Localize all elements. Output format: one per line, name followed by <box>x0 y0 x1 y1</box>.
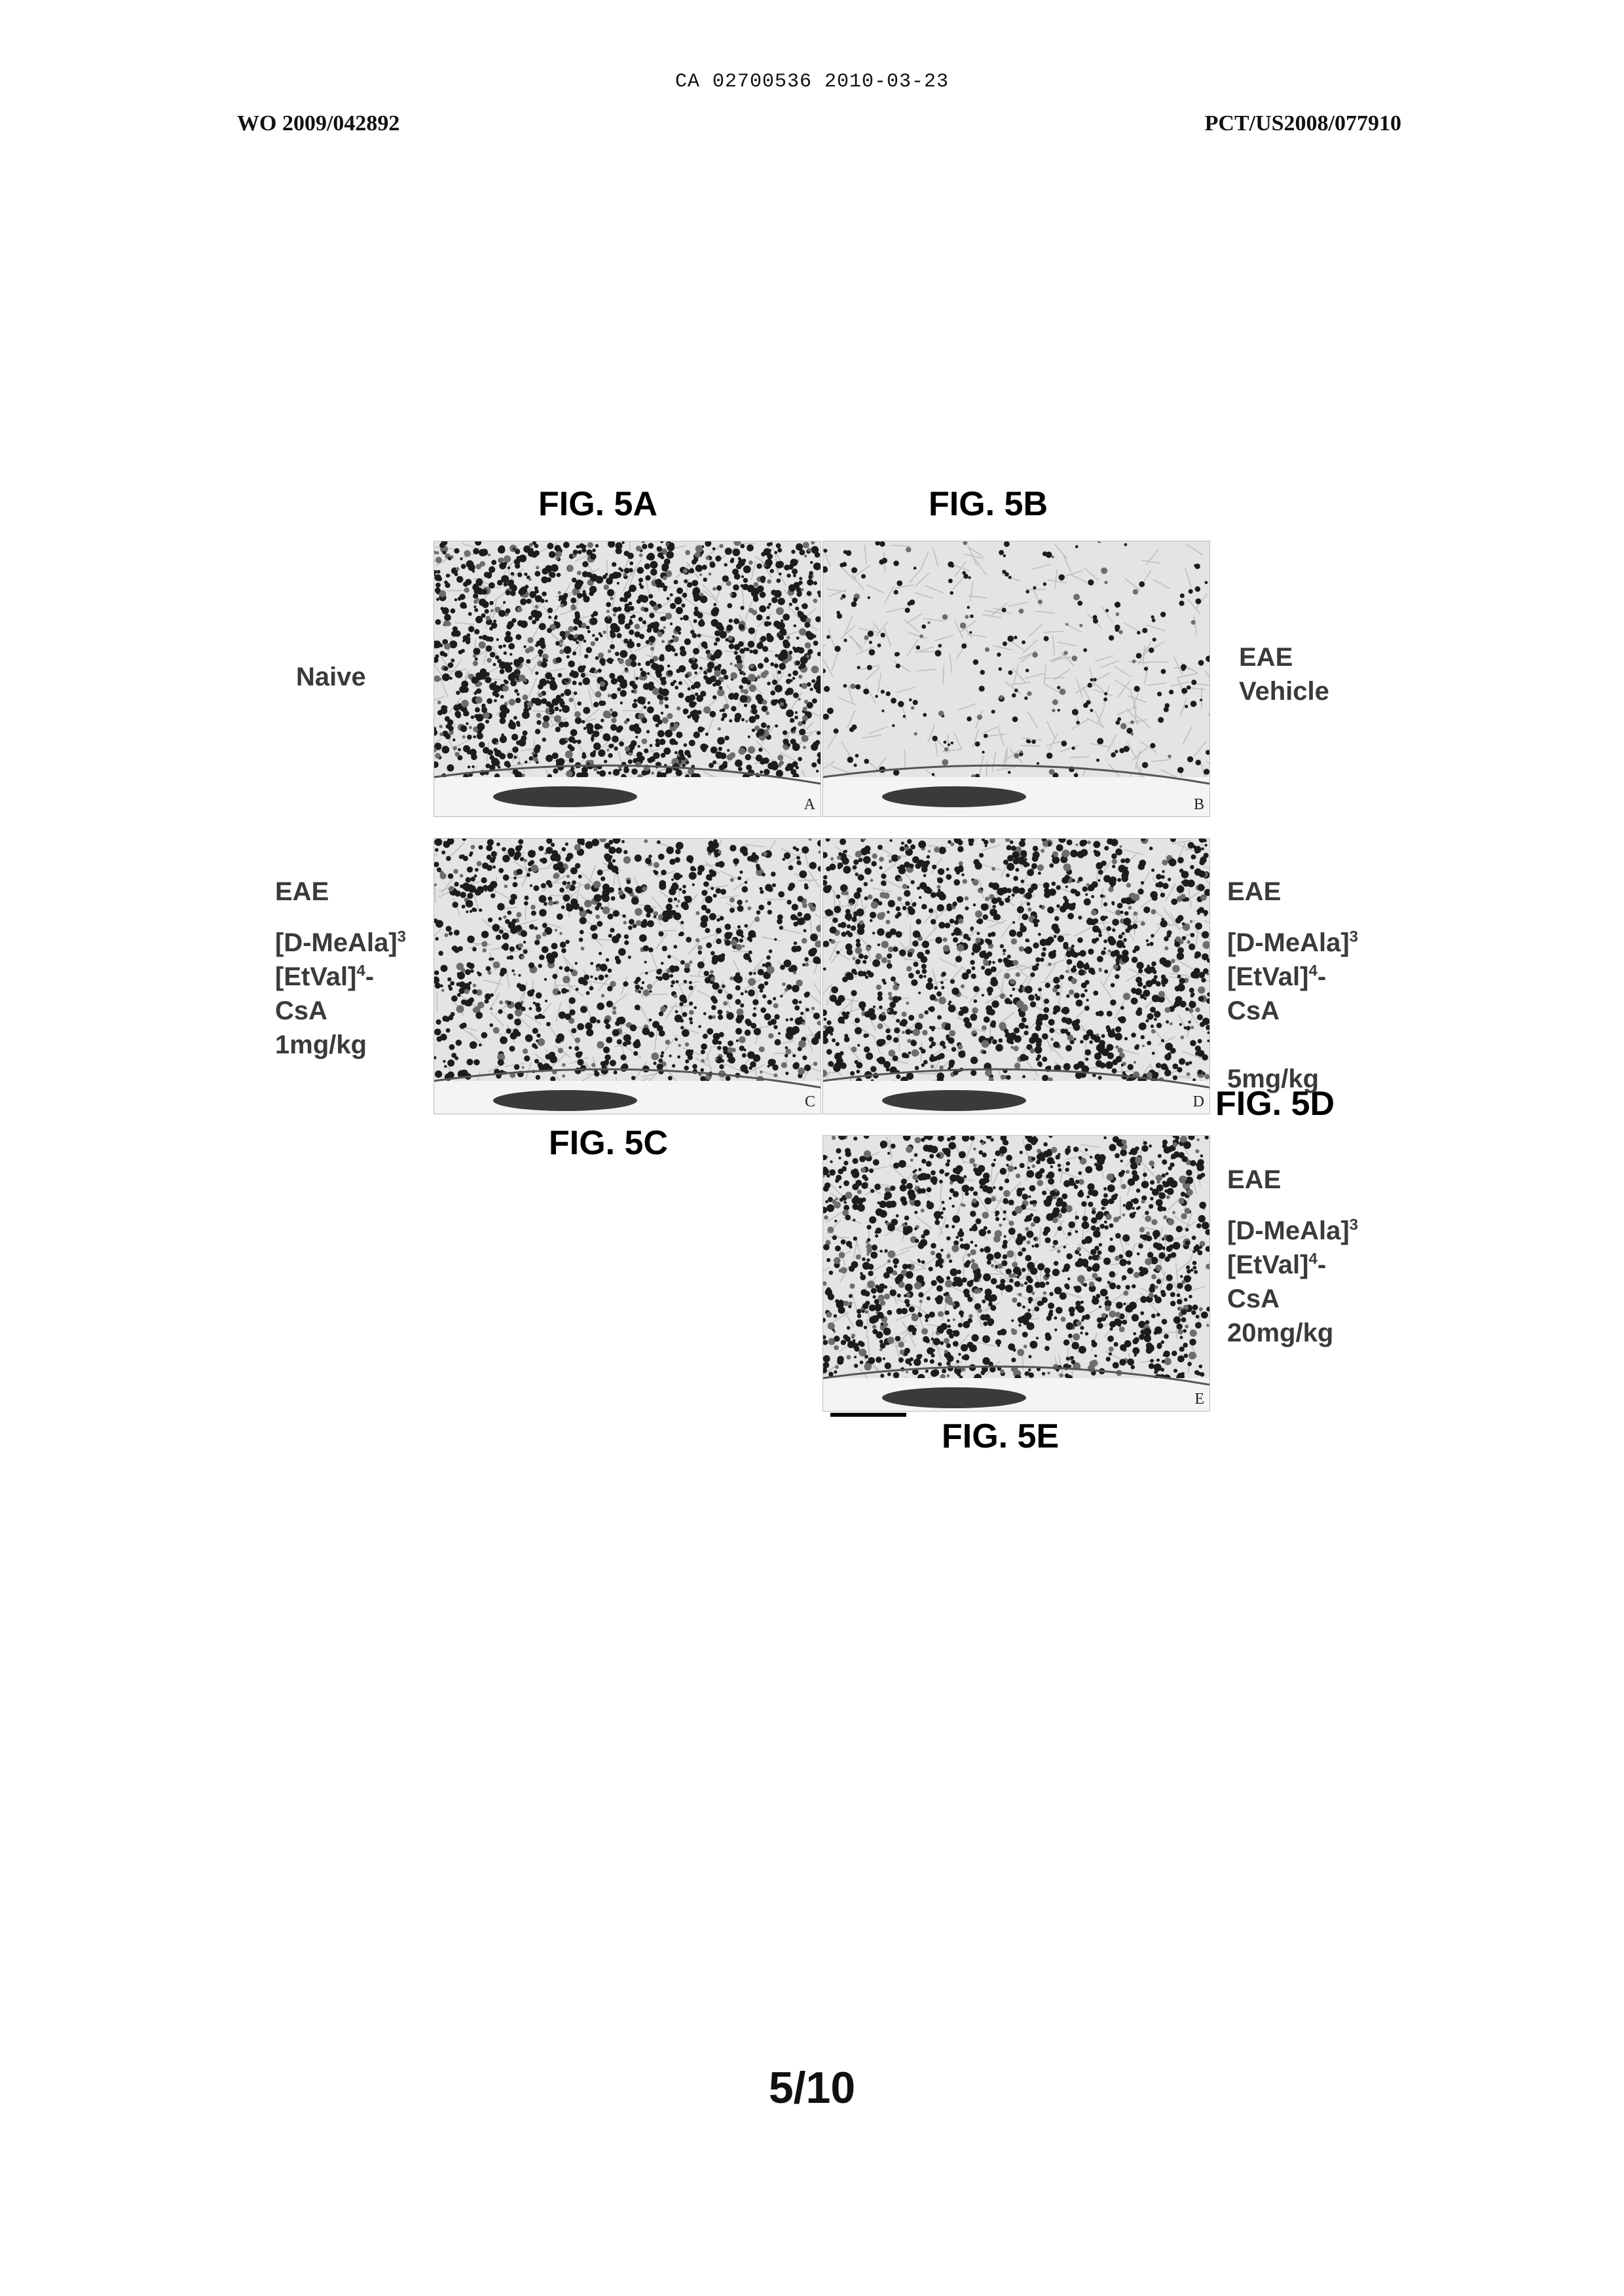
panel-letter-b: B <box>1194 796 1204 814</box>
label-eae-5mg: EAE [D-MeAla]3 [EtVal]4- CsA 5mg/kg <box>1227 875 1358 1096</box>
label-eae: EAE <box>1239 640 1329 674</box>
label-eae: EAE <box>1227 875 1358 909</box>
micrograph-e-image <box>823 1136 1209 1411</box>
micrograph-c-image <box>434 839 821 1114</box>
micrograph-d-image <box>823 839 1209 1114</box>
label-csa: CsA <box>1227 1282 1358 1316</box>
label-dose: 5mg/kg <box>1227 1062 1358 1096</box>
label-compound-b: [EtVal]4- <box>275 960 406 994</box>
label-vehicle: Vehicle <box>1239 674 1329 708</box>
label-compound-b: [EtVal]4- <box>1227 960 1358 994</box>
label-compound-b: [EtVal]4- <box>1227 1248 1358 1282</box>
panel-letter-d: D <box>1193 1093 1204 1111</box>
page-number: 5/10 <box>0 2062 1624 2113</box>
label-compound-a: [D-MeAla]3 <box>275 926 406 960</box>
publication-number: WO 2009/042892 <box>237 111 399 136</box>
label-eae-1mg: EAE [D-MeAla]3 [EtVal]4- CsA 1mg/kg <box>275 875 406 1062</box>
fig-5e-title: FIG. 5E <box>942 1417 1059 1456</box>
label-dose: 1mg/kg <box>275 1028 406 1062</box>
label-compound-a: [D-MeAla]3 <box>1227 926 1358 960</box>
micrograph-panel-c: C <box>434 838 821 1114</box>
label-eae-20mg: EAE [D-MeAla]3 [EtVal]4- CsA 20mg/kg <box>1227 1163 1358 1350</box>
micrograph-panel-a: A <box>434 541 821 817</box>
micrograph-panel-d: D <box>822 838 1210 1114</box>
label-naive: Naive <box>296 660 366 694</box>
ca-header: CA 02700536 2010-03-23 <box>0 71 1624 93</box>
panel-letter-c: C <box>805 1093 815 1111</box>
fig-5c-title: FIG. 5C <box>549 1123 668 1163</box>
label-csa: CsA <box>1227 994 1358 1028</box>
label-compound-a: [D-MeAla]3 <box>1227 1214 1358 1248</box>
scale-bar <box>830 1413 906 1417</box>
fig-5b-title: FIG. 5B <box>929 484 1048 524</box>
micrograph-panel-e: E <box>822 1135 1210 1412</box>
label-dose: 20mg/kg <box>1227 1316 1358 1350</box>
micrograph-b-image <box>823 541 1209 816</box>
micrograph-panel-b: B <box>822 541 1210 817</box>
micrograph-a-image <box>434 541 821 816</box>
label-csa: CsA <box>275 994 406 1028</box>
panel-letter-e: E <box>1194 1391 1204 1408</box>
fig-5a-title: FIG. 5A <box>538 484 657 524</box>
application-number: PCT/US2008/077910 <box>1205 111 1401 136</box>
panel-letter-a: A <box>804 796 815 814</box>
label-eae: EAE <box>1227 1163 1358 1197</box>
label-eae: EAE <box>275 875 406 909</box>
label-eae-vehicle: EAE Vehicle <box>1239 640 1329 708</box>
